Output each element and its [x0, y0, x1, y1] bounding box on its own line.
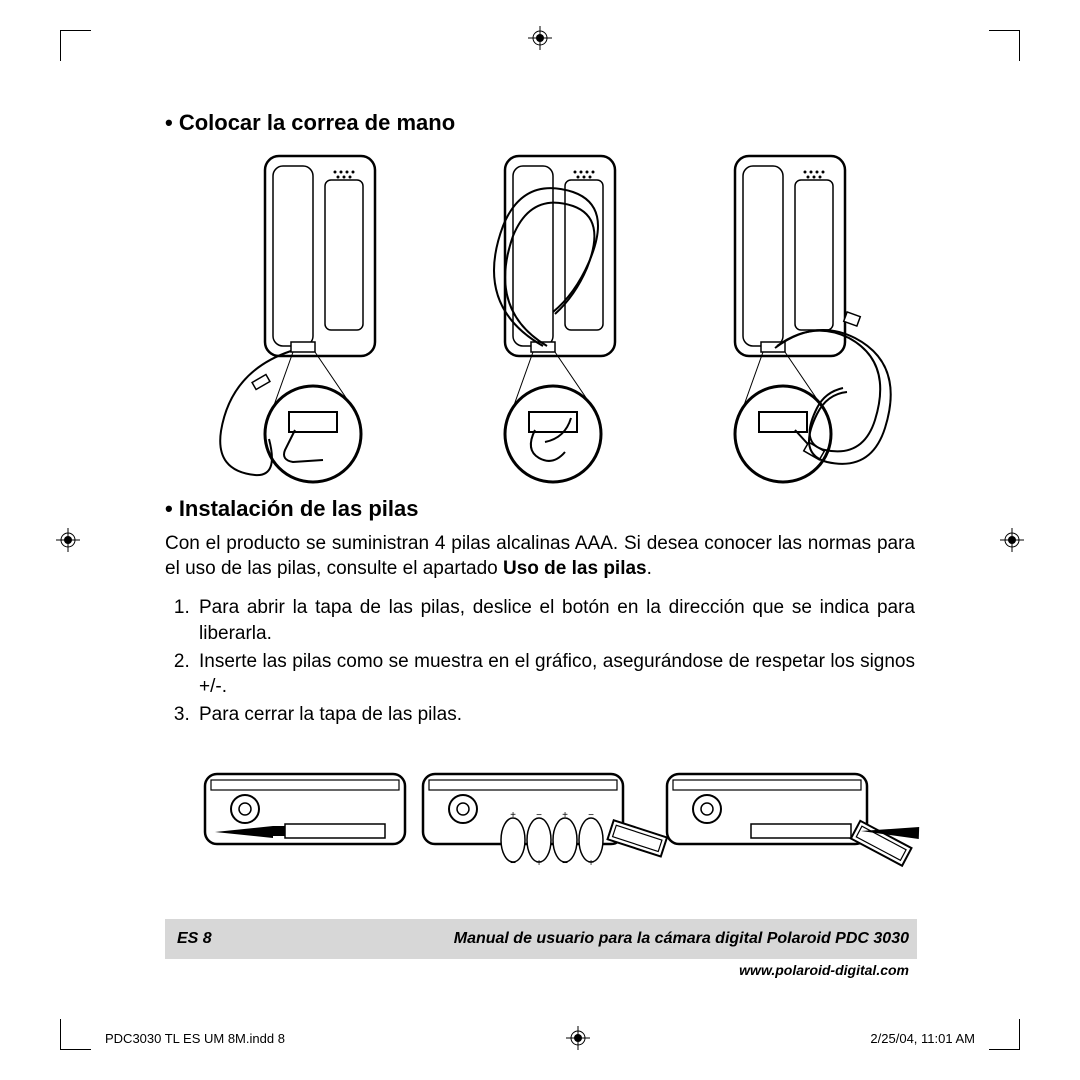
page-footer: ES 8 Manual de usuario para la cámara di… — [165, 919, 917, 978]
illustration-strap-step3 — [675, 146, 905, 486]
illustration-battery-step3 — [661, 754, 931, 874]
svg-text:−: − — [588, 810, 594, 821]
registration-mark-left — [56, 528, 80, 552]
svg-text:−: − — [536, 810, 542, 821]
crop-mark-tr — [989, 30, 1020, 61]
footer-url: www.polaroid-digital.com — [165, 962, 917, 978]
svg-text:+: + — [562, 810, 568, 821]
step-3: Para cerrar la tapa de las pilas. — [195, 702, 915, 728]
svg-text:+: + — [588, 858, 594, 869]
heading-strap: • Colocar la correa de mano — [165, 110, 915, 136]
heading-batteries: • Instalación de las pilas — [165, 496, 915, 522]
manual-title: Manual de usuario para la cámara digital… — [247, 930, 917, 948]
registration-mark-bottom — [566, 1026, 590, 1050]
intro-text-bold: Uso de las pilas — [503, 558, 647, 579]
illustration-battery-sequence: + − + − − + − + — [165, 744, 915, 884]
meta-file: PDC3030 TL ES UM 8M.indd 8 — [105, 1031, 285, 1046]
illustration-battery-step1 — [165, 754, 425, 874]
svg-text:+: + — [536, 858, 542, 869]
intro-text-b: . — [647, 558, 652, 579]
registration-mark-right — [1000, 528, 1024, 552]
meta-date: 2/25/04, 11:01 AM — [870, 1031, 975, 1046]
registration-mark-top — [528, 26, 552, 50]
intro-text: Con el producto se suministran 4 pilas a… — [165, 532, 915, 581]
illustration-strap-sequence — [165, 146, 915, 486]
svg-text:+: + — [510, 810, 516, 821]
print-meta-line: PDC3030 TL ES UM 8M.indd 8 2/25/04, 11:0… — [60, 1026, 1020, 1050]
illustration-battery-step2: + − + − − + − + — [413, 754, 673, 874]
steps-list: Para abrir la tapa de las pilas, deslice… — [165, 595, 915, 727]
svg-text:−: − — [562, 858, 568, 869]
page-number: ES 8 — [165, 930, 247, 948]
svg-text:−: − — [510, 858, 516, 869]
illustration-strap-step1 — [195, 146, 425, 486]
illustration-strap-step2 — [435, 146, 665, 486]
step-1: Para abrir la tapa de las pilas, deslice… — [195, 595, 915, 646]
crop-mark-tl — [60, 30, 91, 61]
step-2: Inserte las pilas como se muestra en el … — [195, 649, 915, 700]
